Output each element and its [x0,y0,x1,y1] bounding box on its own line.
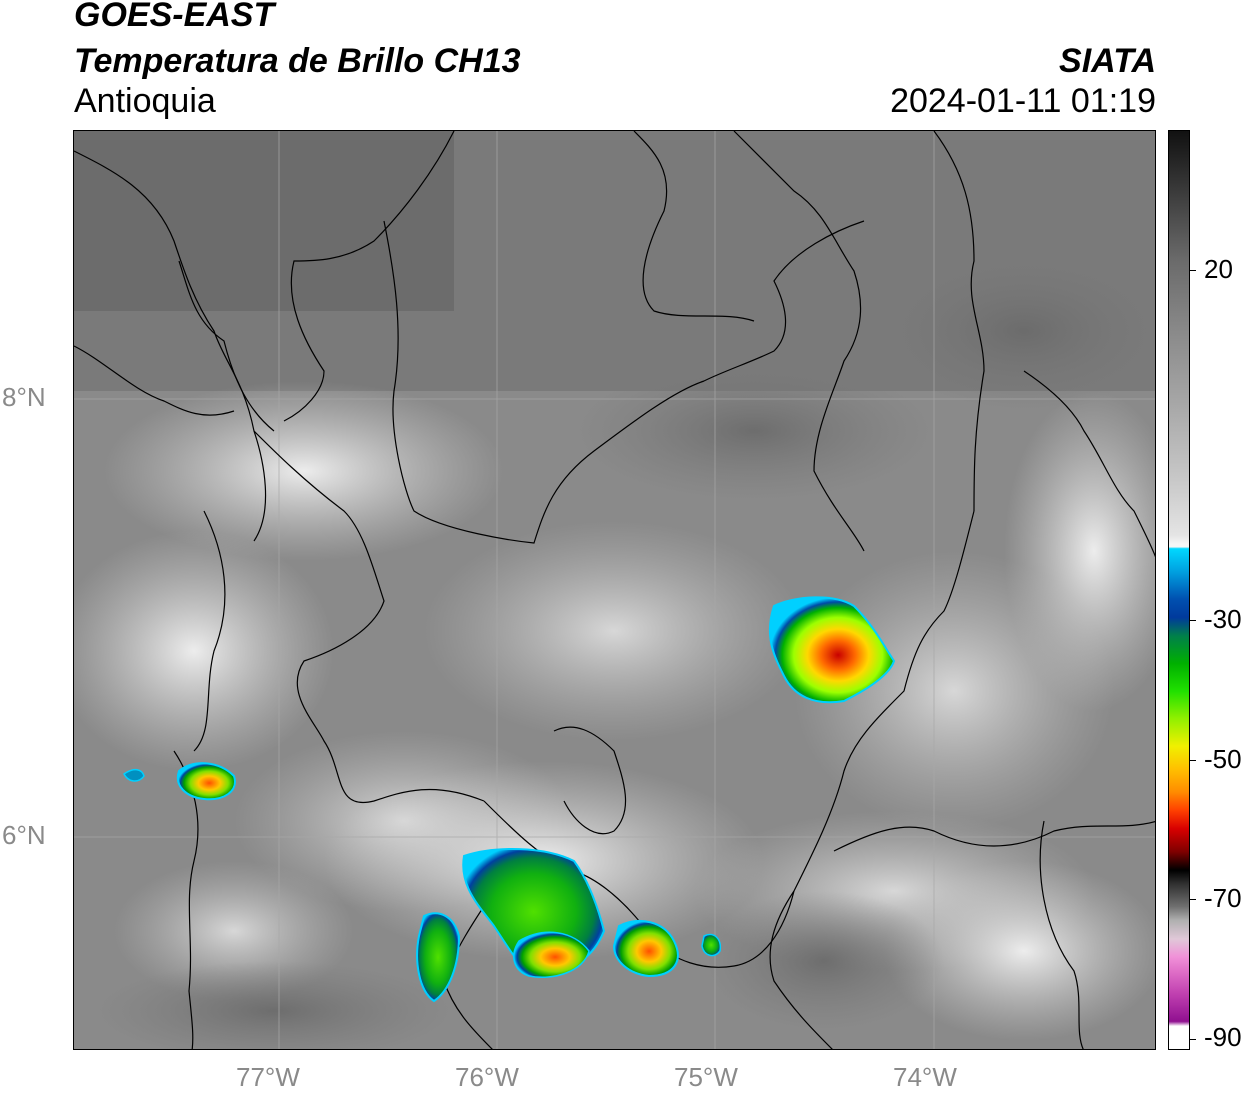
satellite-map[interactable] [73,130,1156,1050]
lon-tick-76w: 76°W [455,1062,519,1092]
title-product: Temperatura de Brillo CH13 [74,42,521,80]
storm-cells [123,596,896,1003]
storm-cell-south-east [612,920,679,978]
colorbar-label-minus50: -50 [1204,744,1242,774]
colorbar [1168,130,1190,1050]
agency-label: SIATA [1059,42,1156,80]
colorbar-label-minus30: -30 [1204,604,1242,634]
boundaries [74,131,1155,1049]
storm-cell-east [768,596,896,704]
storm-cell-west [176,762,236,801]
colorbar-label-minus70: -70 [1204,883,1242,913]
lon-tick-75w: 75°W [674,1062,738,1092]
title-satellite: GOES-EAST [74,0,275,34]
datetime-label: 2024-01-11 01:19 [890,82,1156,120]
title-region: Antioquia [74,82,216,120]
lat-tick-6n: 6°N [2,820,46,850]
lat-tick-8n: 8°N [2,382,46,412]
colorbar-label-minus90: -90 [1204,1022,1242,1052]
lon-tick-74w: 74°W [893,1062,957,1092]
map-graphic [74,131,1155,1049]
lon-tick-77w: 77°W [236,1062,300,1092]
colorbar-label-20: 20 [1204,254,1233,284]
